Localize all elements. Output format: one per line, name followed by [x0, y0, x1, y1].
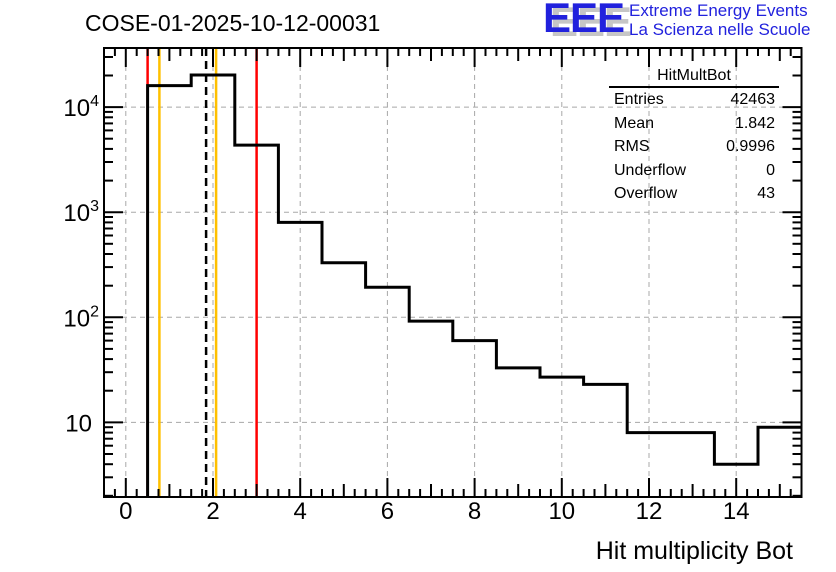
stats-row-overflow: Overflow 43	[609, 182, 779, 206]
stats-row-value: 42463	[730, 91, 776, 108]
eee-logo-tagline: Extreme Energy Events La Scienza nelle S…	[629, 1, 810, 39]
x-axis-tick-label: 2	[206, 498, 219, 525]
x-axis-tick-label: 14	[723, 498, 750, 525]
x-axis-tick-label: 10	[548, 498, 575, 525]
stats-row-label: Entries	[614, 91, 664, 108]
y-axis-tick-label: 103	[63, 198, 99, 227]
stats-row-underflow: Underflow 0	[609, 159, 779, 183]
x-axis-tick-label: 0	[119, 498, 132, 525]
stats-row-value: 0.9996	[726, 138, 775, 155]
stats-row-label: Underflow	[614, 161, 687, 179]
stats-box-title: HitMultBot	[609, 66, 779, 88]
stats-row-rms: RMS 0.9996	[609, 135, 779, 159]
stats-row-label: RMS	[614, 138, 650, 155]
x-axis-tick-label: 4	[294, 498, 307, 525]
eee-tagline-line2: La Scienza nelle Scuole	[629, 20, 811, 39]
stats-row-label: Mean	[614, 114, 655, 132]
stats-row-value: 43	[757, 185, 775, 202]
stats-row-entries: Entries 42463	[609, 88, 779, 112]
x-axis-tick-label: 8	[468, 498, 481, 525]
histogram-line	[146, 73, 802, 497]
stats-box-rows: Entries 42463 Mean 1.842 RMS 0.9996 Underflow 0…	[609, 88, 779, 206]
y-axis-tick-label: 10	[65, 410, 92, 437]
eee-logo-text: EEE	[543, 0, 625, 41]
x-axis-tick-label: 12	[636, 498, 663, 525]
y-axis-tick-label: 102	[63, 303, 99, 332]
stats-row-value: 0	[766, 161, 775, 179]
stats-box: HitMultBot Entries 42463 Mean 1.842 RMS 0.999…	[609, 66, 779, 206]
stats-row-value: 1.842	[734, 114, 775, 132]
plot-title: COSE-01-2025-10-12-00031	[85, 10, 381, 36]
stats-row-label: Overflow	[614, 185, 678, 202]
x-axis-tick-label: 6	[381, 498, 394, 525]
stats-row-mean: Mean 1.842	[609, 112, 779, 136]
eee-tagline-line1: Extreme Energy Events	[629, 1, 808, 20]
y-axis-tick-label: 104	[63, 93, 99, 122]
x-axis-title: Hit multiplicity Bot	[596, 537, 793, 565]
